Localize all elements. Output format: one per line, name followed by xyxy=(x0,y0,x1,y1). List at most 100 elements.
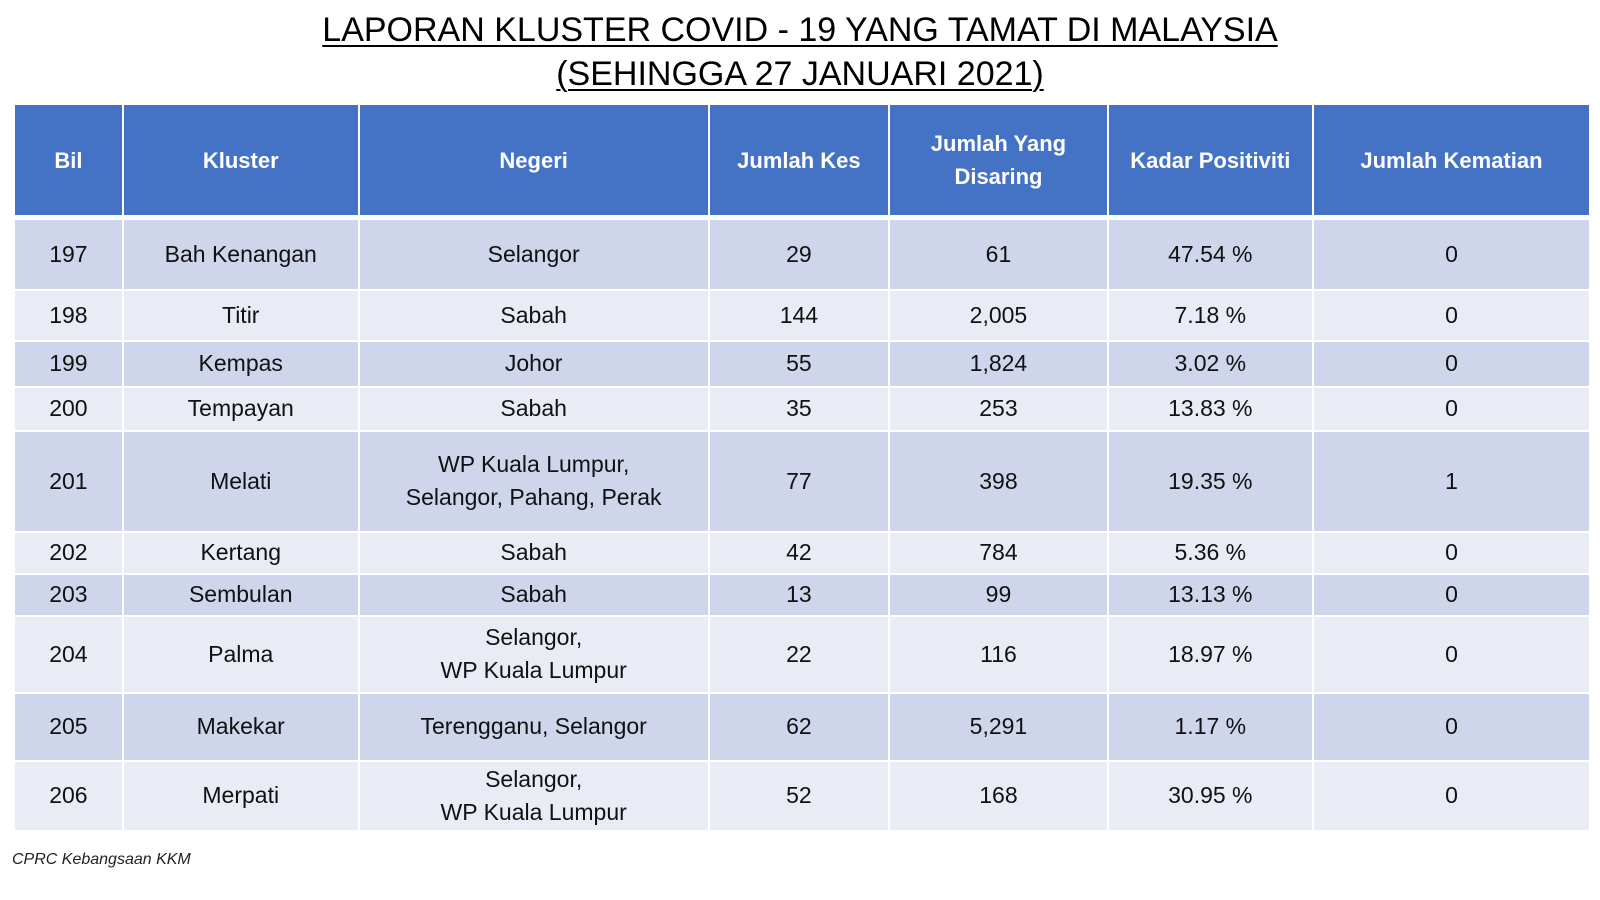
cell-kluster: Kertang xyxy=(121,530,360,575)
negeri-line: Sabah xyxy=(500,301,567,328)
cell-negeri: Terengganu, Selangor xyxy=(357,691,710,762)
cell-kluster: Merpati xyxy=(121,759,360,832)
cell-bil: 201 xyxy=(13,429,124,533)
cluster-table: Bil Kluster Negeri Jumlah Kes Jumlah Yan… xyxy=(13,103,1592,832)
table-row: 200 Tempayan Sabah 35 253 13.83 % 0 xyxy=(13,385,1592,432)
cell-kadar-positiviti: 3.02 % xyxy=(1106,339,1314,388)
cell-jumlah-kes: 52 xyxy=(707,759,891,832)
table-body: 197 Bah Kenangan Selangor 29 61 47.54 % 0 198 Ti… xyxy=(13,216,1592,832)
cell-jumlah-disaring: 116 xyxy=(888,614,1109,694)
table-row: 206 Merpati Selangor, WP Kuala Lumpur 52 168 3… xyxy=(13,759,1592,832)
cell-negeri: WP Kuala Lumpur, Selangor, Pahang, Perak xyxy=(357,429,710,533)
cell-bil: 197 xyxy=(13,216,124,291)
header-kluster: Kluster xyxy=(121,103,360,220)
table-row: 198 Titir Sabah 144 2,005 7.18 % 0 xyxy=(13,288,1592,342)
cell-jumlah-kematian: 0 xyxy=(1311,572,1592,617)
cell-kadar-positiviti: 7.18 % xyxy=(1106,288,1314,342)
header-jumlah-disaring-text: Jumlah Yang Disaring xyxy=(930,131,1067,189)
cell-jumlah-kes: 29 xyxy=(707,216,891,291)
negeri-line: Selangor, Pahang, Perak xyxy=(405,484,662,510)
cell-jumlah-kes: 35 xyxy=(707,385,891,432)
cell-kluster: Melati xyxy=(121,429,360,533)
negeri-line: Selangor xyxy=(487,240,580,267)
cell-jumlah-kematian: 0 xyxy=(1311,614,1592,694)
cell-kluster: Makekar xyxy=(121,691,360,762)
cell-jumlah-kes: 13 xyxy=(707,572,891,617)
cell-jumlah-kematian: 0 xyxy=(1311,288,1592,342)
negeri-line: Selangor, xyxy=(485,765,583,792)
cell-jumlah-disaring: 61 xyxy=(888,216,1109,291)
cell-bil: 203 xyxy=(13,572,124,617)
table-row: 205 Makekar Terengganu, Selangor 62 5,291 1.1… xyxy=(13,691,1592,762)
header-jumlah-disaring: Jumlah Yang Disaring xyxy=(888,103,1109,220)
cell-kluster: Kempas xyxy=(121,339,360,388)
cell-kadar-positiviti: 1.17 % xyxy=(1106,691,1314,762)
cell-kadar-positiviti: 13.13 % xyxy=(1106,572,1314,617)
cell-jumlah-kes: 55 xyxy=(707,339,891,388)
source-footer: CPRC Kebangsaan KKM xyxy=(12,851,191,868)
cell-kadar-positiviti: 30.95 % xyxy=(1106,759,1314,832)
negeri-line: WP Kuala Lumpur, xyxy=(437,451,630,477)
cell-jumlah-disaring: 1,824 xyxy=(888,339,1109,388)
cell-bil: 206 xyxy=(13,759,124,832)
cell-kluster: Tempayan xyxy=(121,385,360,432)
negeri-line: Johor xyxy=(504,350,563,376)
cell-negeri: Johor xyxy=(357,339,710,388)
header-jumlah-kematian: Jumlah Kematian xyxy=(1311,103,1592,220)
negeri-line: Sabah xyxy=(500,395,567,421)
cell-negeri: Sabah xyxy=(357,572,710,617)
cell-jumlah-kematian: 0 xyxy=(1311,691,1592,762)
cell-jumlah-disaring: 784 xyxy=(888,530,1109,575)
cell-kluster: Palma xyxy=(121,614,360,694)
negeri-line: Sabah xyxy=(500,539,567,565)
table-row: 199 Kempas Johor 55 1,824 3.02 % 0 xyxy=(13,339,1592,388)
cell-kadar-positiviti: 19.35 % xyxy=(1106,429,1314,533)
cell-jumlah-kematian: 0 xyxy=(1311,339,1592,388)
cell-jumlah-disaring: 168 xyxy=(888,759,1109,832)
table-header-row: Bil Kluster Negeri Jumlah Kes Jumlah Yan… xyxy=(13,103,1592,220)
negeri-line: Sabah xyxy=(500,581,567,607)
cell-kluster: Sembulan xyxy=(121,572,360,617)
cell-jumlah-kes: 42 xyxy=(707,530,891,575)
cell-jumlah-kes: 22 xyxy=(707,614,891,694)
report-title: LAPORAN KLUSTER COVID - 19 YANG TAMAT DI… xyxy=(0,8,1600,96)
cell-jumlah-kematian: 0 xyxy=(1311,385,1592,432)
cell-jumlah-kes: 144 xyxy=(707,288,891,342)
cell-bil: 200 xyxy=(13,385,124,432)
cell-negeri: Selangor, WP Kuala Lumpur xyxy=(357,759,710,832)
cell-negeri: Selangor, WP Kuala Lumpur xyxy=(357,614,710,694)
cell-negeri: Sabah xyxy=(357,288,710,342)
cell-negeri: Selangor xyxy=(357,216,710,291)
negeri-line: Selangor, xyxy=(485,624,583,650)
table-row: 202 Kertang Sabah 42 784 5.36 % 0 xyxy=(13,530,1592,575)
header-kadar-positiviti: Kadar Positiviti xyxy=(1106,103,1314,220)
cell-kadar-positiviti: 13.83 % xyxy=(1106,385,1314,432)
header-jumlah-kes: Jumlah Kes xyxy=(707,103,891,220)
cell-kluster: Titir xyxy=(121,288,360,342)
report-title-line-2: (SEHINGGA 27 JANUARI 2021) xyxy=(556,55,1044,93)
table-row: 197 Bah Kenangan Selangor 29 61 47.54 % 0 xyxy=(13,216,1592,291)
cell-negeri: Sabah xyxy=(357,385,710,432)
table-row: 201 Melati WP Kuala Lumpur, Selangor, Pahan… xyxy=(13,429,1592,533)
cell-jumlah-disaring: 253 xyxy=(888,385,1109,432)
cell-bil: 198 xyxy=(13,288,124,342)
cell-jumlah-disaring: 5,291 xyxy=(888,691,1109,762)
cell-jumlah-kematian: 0 xyxy=(1311,759,1592,832)
cell-bil: 202 xyxy=(13,530,124,575)
cell-bil: 199 xyxy=(13,339,124,388)
cell-jumlah-kes: 77 xyxy=(707,429,891,533)
cell-kadar-positiviti: 5.36 % xyxy=(1106,530,1314,575)
cell-kadar-positiviti: 47.54 % xyxy=(1106,216,1314,291)
cell-bil: 205 xyxy=(13,691,124,762)
cell-jumlah-kematian: 0 xyxy=(1311,530,1592,575)
report-title-line-1: LAPORAN KLUSTER COVID - 19 YANG TAMAT DI… xyxy=(322,11,1278,49)
header-bil: Bil xyxy=(13,103,124,220)
negeri-line: WP Kuala Lumpur xyxy=(440,657,627,683)
table-row: 203 Sembulan Sabah 13 99 13.13 % 0 xyxy=(13,572,1592,617)
cell-jumlah-disaring: 2,005 xyxy=(888,288,1109,342)
cell-bil: 204 xyxy=(13,614,124,694)
header-negeri: Negeri xyxy=(357,103,710,220)
cell-jumlah-kematian: 1 xyxy=(1311,429,1592,533)
cell-jumlah-disaring: 99 xyxy=(888,572,1109,617)
cell-kadar-positiviti: 18.97 % xyxy=(1106,614,1314,694)
